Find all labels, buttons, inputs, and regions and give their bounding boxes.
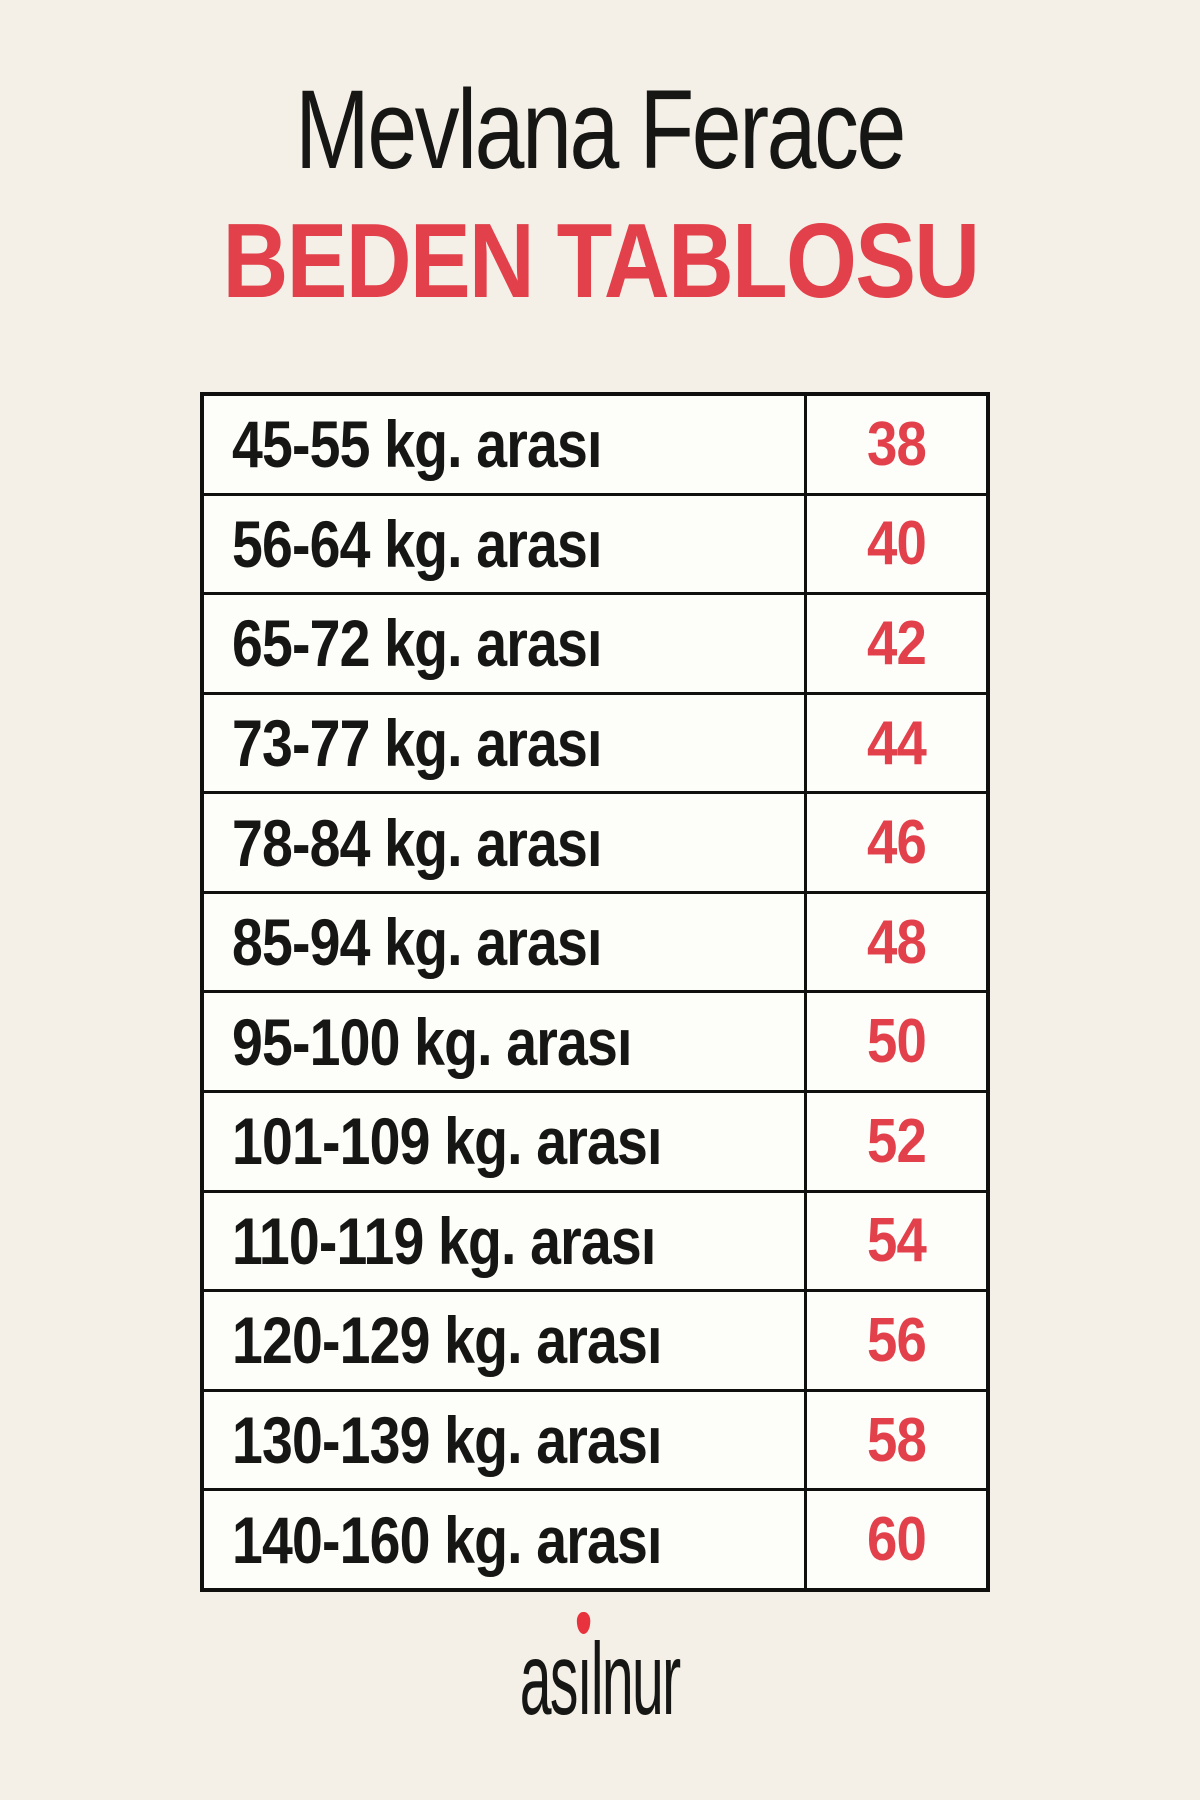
- table-row: 56-64 kg. arası 40: [204, 492, 986, 593]
- page-title: Mevlana Ferace: [0, 62, 1200, 199]
- size-value-text: 38: [867, 409, 927, 479]
- weight-range-cell: 73-77 kg. arası: [204, 694, 807, 792]
- weight-range-text: 95-100 kg. arası: [232, 1004, 632, 1079]
- page-header: Mevlana Ferace BEDEN TABLOSU: [0, 62, 1200, 324]
- table-row: 130-139 kg. arası 58: [204, 1388, 986, 1489]
- weight-range-text: 65-72 kg. arası: [232, 606, 602, 681]
- weight-range-text: 56-64 kg. arası: [232, 506, 602, 581]
- table-row: 110-119 kg. arası 54: [204, 1189, 986, 1290]
- table-row: 45-55 kg. arası 38: [204, 396, 986, 493]
- weight-range-text: 73-77 kg. arası: [232, 706, 602, 781]
- table-row: 85-94 kg. arası 48: [204, 890, 986, 991]
- size-cell: 56: [807, 1292, 986, 1389]
- weight-range-cell: 85-94 kg. arası: [204, 893, 807, 991]
- brand-letter-i: ı: [577, 1612, 593, 1730]
- size-cell: 54: [807, 1193, 986, 1290]
- weight-range-cell: 45-55 kg. arası: [204, 396, 807, 493]
- weight-range-cell: 56-64 kg. arası: [204, 495, 807, 593]
- size-cell: 46: [807, 794, 986, 891]
- brand-dotless-i-text: ı: [577, 1622, 593, 1736]
- size-value-text: 56: [867, 1305, 927, 1375]
- brand-logo: as ılnur: [520, 1612, 682, 1730]
- weight-range-cell: 110-119 kg. arası: [204, 1192, 807, 1290]
- tulip-dot-icon: [577, 1612, 591, 1634]
- page-subtitle: BEDEN TABLOSU: [0, 199, 1200, 324]
- weight-range-text: 130-139 kg. arası: [232, 1403, 662, 1478]
- size-value-text: 58: [867, 1405, 927, 1475]
- weight-range-cell: 140-160 kg. arası: [204, 1491, 807, 1588]
- page-subtitle-text: BEDEN TABLOSU: [222, 201, 980, 320]
- table-row: 65-72 kg. arası 42: [204, 592, 986, 692]
- size-value-text: 50: [867, 1007, 927, 1077]
- weight-range-text: 120-129 kg. arası: [232, 1303, 662, 1378]
- weight-range-text: 110-119 kg. arası: [232, 1203, 656, 1278]
- brand-text-prefix: as: [520, 1622, 579, 1736]
- page-title-text: Mevlana Ferace: [295, 67, 907, 192]
- size-value-text: 46: [867, 808, 927, 878]
- weight-range-cell: 65-72 kg. arası: [204, 595, 807, 692]
- size-value-text: 40: [867, 509, 927, 579]
- page-footer: as ılnur: [0, 1612, 1200, 1730]
- table-row: 101-109 kg. arası 52: [204, 1090, 986, 1190]
- weight-range-cell: 130-139 kg. arası: [204, 1391, 807, 1489]
- size-cell: 40: [807, 496, 986, 593]
- size-cell: 44: [807, 695, 986, 792]
- size-value-text: 44: [867, 708, 927, 778]
- weight-range-cell: 120-129 kg. arası: [204, 1292, 807, 1389]
- weight-range-cell: 101-109 kg. arası: [204, 1093, 807, 1190]
- table-row: 140-160 kg. arası 60: [204, 1488, 986, 1588]
- size-value-text: 54: [867, 1206, 927, 1276]
- size-cell: 38: [807, 396, 986, 493]
- weight-range-text: 78-84 kg. arası: [232, 805, 602, 880]
- size-value-text: 60: [867, 1505, 927, 1575]
- size-cell: 50: [807, 993, 986, 1090]
- size-cell: 60: [807, 1491, 986, 1588]
- weight-range-text: 101-109 kg. arası: [232, 1104, 662, 1179]
- table-row: 73-77 kg. arası 44: [204, 691, 986, 792]
- weight-range-text: 140-160 kg. arası: [232, 1502, 662, 1577]
- size-value-text: 42: [867, 608, 927, 678]
- size-cell: 52: [807, 1093, 986, 1190]
- size-table: 45-55 kg. arası 38 56-64 kg. arası 40 65-72 …: [200, 392, 990, 1592]
- brand-text-suffix: lnur: [591, 1622, 681, 1736]
- size-value-text: 52: [867, 1106, 927, 1176]
- table-row: 120-129 kg. arası 56: [204, 1289, 986, 1389]
- weight-range-cell: 78-84 kg. arası: [204, 794, 807, 891]
- weight-range-cell: 95-100 kg. arası: [204, 993, 807, 1091]
- table-row: 78-84 kg. arası 46: [204, 791, 986, 891]
- size-cell: 48: [807, 894, 986, 991]
- table-row: 95-100 kg. arası 50: [204, 990, 986, 1091]
- weight-range-text: 45-55 kg. arası: [232, 407, 602, 482]
- size-cell: 58: [807, 1392, 986, 1489]
- weight-range-text: 85-94 kg. arası: [232, 905, 602, 980]
- size-value-text: 48: [867, 907, 927, 977]
- size-cell: 42: [807, 595, 986, 692]
